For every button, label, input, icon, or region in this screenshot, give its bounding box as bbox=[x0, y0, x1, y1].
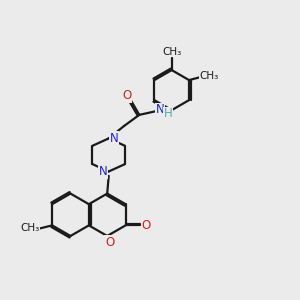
Text: CH₃: CH₃ bbox=[20, 223, 40, 233]
Text: CH₃: CH₃ bbox=[200, 71, 219, 81]
Text: O: O bbox=[142, 219, 151, 232]
Text: N: N bbox=[99, 165, 108, 178]
Text: O: O bbox=[105, 236, 114, 249]
Text: CH₃: CH₃ bbox=[162, 47, 181, 57]
Text: N: N bbox=[110, 132, 118, 145]
Text: H: H bbox=[164, 107, 173, 120]
Text: N: N bbox=[156, 103, 164, 116]
Text: O: O bbox=[122, 89, 131, 102]
